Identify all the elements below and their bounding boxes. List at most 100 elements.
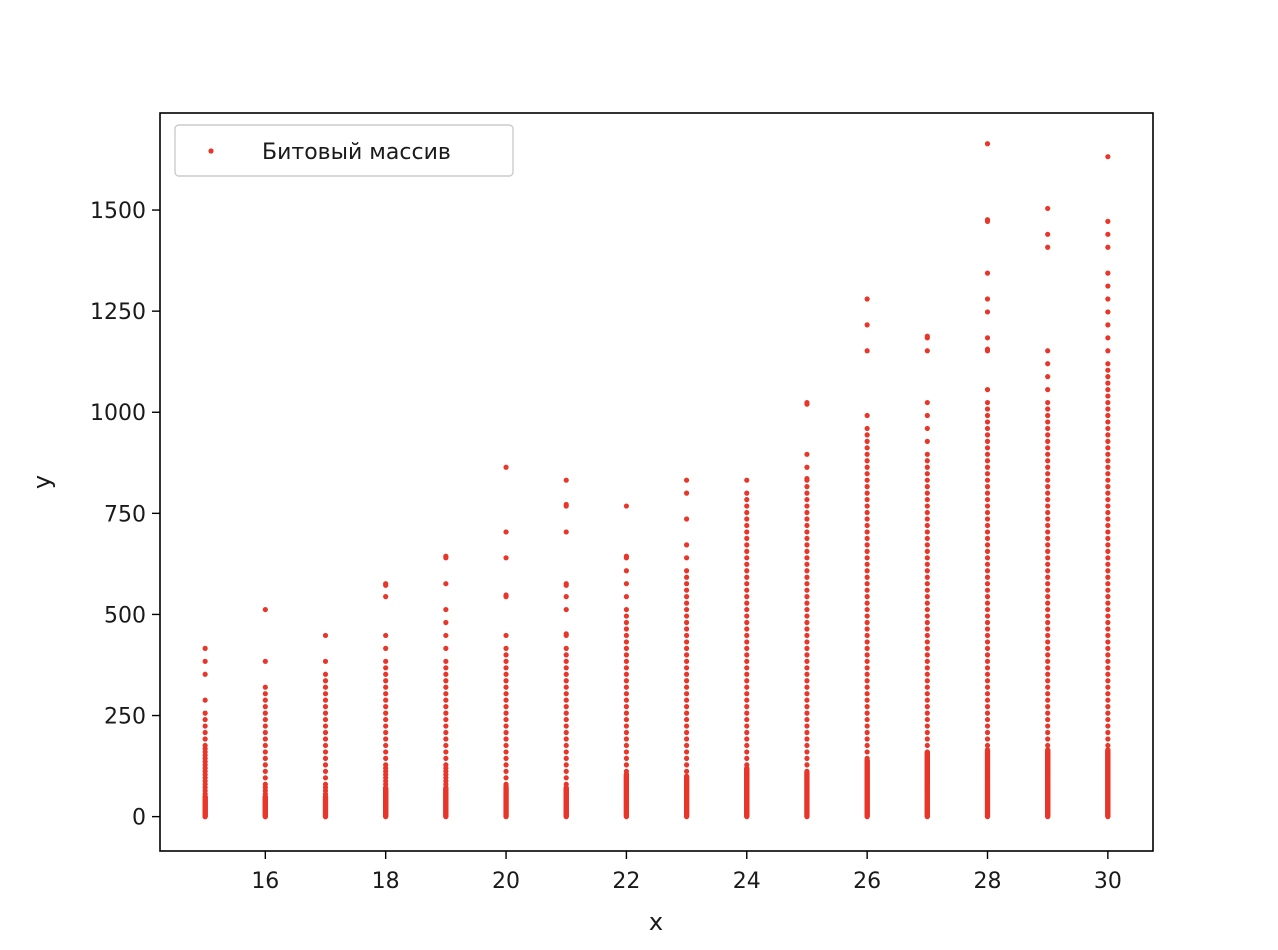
data-point bbox=[984, 296, 991, 302]
data-point bbox=[924, 587, 930, 593]
data-point bbox=[683, 658, 690, 664]
data-point bbox=[924, 736, 930, 742]
data-point bbox=[864, 568, 870, 574]
data-point bbox=[443, 619, 449, 626]
data-point bbox=[383, 742, 389, 749]
data-point bbox=[1105, 606, 1111, 613]
data-point bbox=[1045, 729, 1051, 736]
data-point bbox=[1105, 704, 1111, 710]
data-point bbox=[1105, 387, 1111, 393]
data-point bbox=[563, 729, 569, 736]
data-point bbox=[1105, 367, 1111, 373]
data-point bbox=[864, 445, 870, 451]
data-point bbox=[1045, 581, 1051, 587]
data-point bbox=[984, 600, 991, 606]
data-point bbox=[563, 671, 569, 677]
data-point bbox=[924, 477, 930, 483]
data-point bbox=[1105, 684, 1111, 690]
data-point bbox=[1105, 451, 1111, 457]
data-point bbox=[563, 710, 569, 716]
data-point bbox=[804, 678, 810, 684]
data-point bbox=[443, 553, 449, 559]
data-point bbox=[443, 716, 449, 723]
data-point bbox=[322, 755, 329, 762]
data-point bbox=[804, 652, 810, 658]
data-point bbox=[984, 522, 991, 529]
data-point bbox=[1105, 509, 1111, 516]
data-point bbox=[202, 671, 208, 677]
data-point bbox=[322, 678, 329, 684]
data-point bbox=[443, 665, 449, 671]
data-point bbox=[683, 755, 690, 762]
data-point bbox=[804, 665, 810, 671]
data-point bbox=[202, 710, 208, 716]
data-point bbox=[864, 484, 870, 490]
data-point bbox=[924, 464, 930, 470]
data-point bbox=[503, 768, 509, 774]
legend-label: Битовый массив bbox=[262, 140, 451, 165]
data-point bbox=[1045, 619, 1051, 626]
data-point bbox=[262, 684, 268, 690]
data-point bbox=[1105, 645, 1111, 652]
data-point bbox=[744, 697, 750, 703]
data-point bbox=[683, 671, 690, 677]
data-point bbox=[1105, 374, 1111, 380]
data-point bbox=[984, 346, 991, 352]
data-point bbox=[1105, 716, 1111, 723]
data-point bbox=[1045, 406, 1051, 412]
data-point bbox=[322, 775, 329, 781]
data-point bbox=[804, 509, 810, 516]
data-point bbox=[984, 645, 991, 652]
data-point bbox=[804, 606, 810, 613]
data-point bbox=[443, 729, 449, 736]
data-point bbox=[383, 704, 389, 710]
data-point bbox=[443, 755, 449, 762]
data-point bbox=[202, 729, 208, 736]
data-point bbox=[1045, 548, 1051, 554]
data-point bbox=[1105, 613, 1111, 619]
data-point bbox=[1105, 691, 1111, 697]
data-point bbox=[984, 581, 991, 587]
data-point bbox=[864, 600, 870, 606]
data-point bbox=[563, 594, 569, 600]
data-point bbox=[202, 723, 208, 729]
data-point bbox=[503, 645, 509, 652]
data-point bbox=[864, 723, 870, 729]
data-point bbox=[984, 710, 991, 716]
data-point bbox=[864, 697, 870, 703]
data-point bbox=[623, 652, 630, 658]
data-point bbox=[804, 671, 810, 677]
data-point bbox=[864, 742, 870, 749]
data-point bbox=[924, 665, 930, 671]
data-point bbox=[984, 217, 991, 223]
y-axis-ticks: 0 250 500 750 1000 1250 1500 bbox=[90, 199, 160, 831]
data-point bbox=[443, 671, 449, 677]
data-point bbox=[804, 535, 810, 542]
data-point bbox=[984, 626, 991, 632]
data-point bbox=[864, 626, 870, 632]
y-axis-label: y bbox=[28, 475, 56, 489]
data-point bbox=[262, 736, 268, 742]
data-point bbox=[1045, 464, 1051, 470]
data-point bbox=[683, 691, 690, 697]
data-point bbox=[864, 678, 870, 684]
data-point bbox=[804, 749, 810, 755]
data-point bbox=[1105, 678, 1111, 684]
data-point bbox=[984, 594, 991, 600]
data-point bbox=[443, 697, 449, 703]
data-point bbox=[744, 561, 750, 567]
data-point bbox=[563, 606, 569, 613]
data-point bbox=[623, 742, 630, 749]
data-point bbox=[503, 762, 509, 768]
data-point bbox=[563, 684, 569, 690]
data-point bbox=[984, 270, 991, 276]
data-point bbox=[1045, 678, 1051, 684]
legend: Битовый массив bbox=[174, 124, 514, 177]
data-point bbox=[804, 587, 810, 593]
y-tick-label: 500 bbox=[104, 603, 146, 628]
data-point bbox=[924, 716, 930, 723]
data-point bbox=[503, 736, 509, 742]
data-point bbox=[202, 742, 208, 749]
data-point bbox=[864, 736, 870, 742]
data-point bbox=[623, 736, 630, 742]
